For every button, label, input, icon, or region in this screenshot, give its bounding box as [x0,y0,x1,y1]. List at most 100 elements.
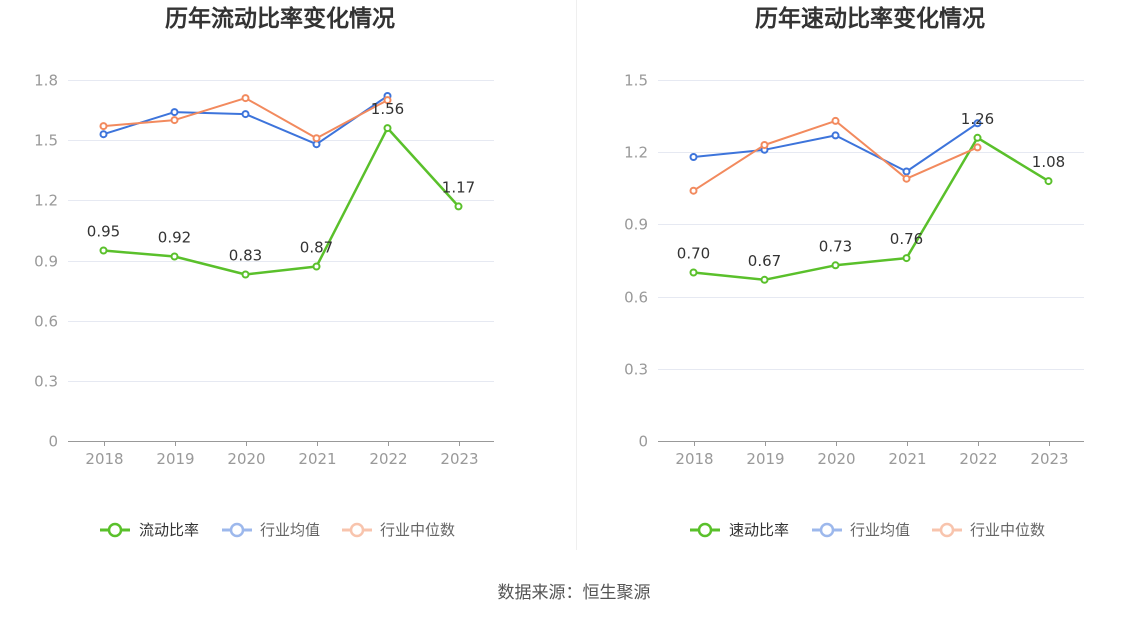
quick-ratio-data-label: 0.67 [748,252,781,270]
legend-label: 流动比率 [139,521,199,539]
industry-median-point [241,94,250,103]
y-tick-label: 0 [48,433,58,451]
industry-mean-point [902,167,911,176]
current-ratio-point [383,124,392,133]
current-ratio-point [241,270,250,279]
legend-icon [932,522,962,538]
legend-circle-icon [107,522,123,538]
y-tick-label: 0.9 [624,216,648,234]
legend-label: 行业中位数 [380,521,455,539]
industry-median-point [760,141,769,149]
quick-ratio-point [902,254,911,263]
legend-item-industry-median[interactable]: 行业中位数 [342,521,455,539]
current-ratio-data-label: 0.87 [300,239,333,257]
x-axis: 2018 2019 2020 2021 2022 2023 [658,441,1084,468]
legend-quick-ratio-chart: 速动比率 行业均值 行业中位数 [690,521,1045,539]
industry-mean-point [831,131,840,140]
industry-mean-point [170,108,179,117]
y-tick-label: 0.6 [34,313,58,331]
legend-circle-icon [939,522,955,538]
x-tick-label: 2019 [156,450,194,468]
legend-circle-icon [349,522,365,538]
x-tick-label: 2023 [440,450,478,468]
y-tick-label: 1.5 [624,72,648,90]
x-tick-label: 2020 [817,450,855,468]
current-ratio-point [454,202,463,211]
current-ratio-data-label: 0.83 [229,247,262,265]
quick-ratio-data-label: 1.26 [961,110,994,128]
industry-median-point [170,116,179,125]
legend-label: 行业均值 [260,521,320,539]
industry-mean-point [973,119,982,128]
industry-median-series [99,94,392,143]
y-axis: 0 0.3 0.6 0.9 1.2 1.5 1.8 [34,72,494,451]
legend-circle-icon [819,522,835,538]
data-source-footer: 数据来源：恒生聚源 [498,583,651,603]
legend-icon [222,522,252,538]
legend-label: 行业中位数 [970,521,1045,539]
chart-title-quick-ratio: 历年速动比率变化情况 [755,5,985,32]
industry-median-point [312,134,321,143]
x-tick-label: 2022 [959,450,997,468]
x-tick-label: 2018 [675,450,713,468]
y-tick-label: 1.2 [624,144,648,162]
industry-median-point [383,96,392,105]
quick-ratio-data-label: 0.73 [819,237,852,255]
legend-item-industry-mean[interactable]: 行业均值 [812,521,910,539]
industry-median-point [973,143,982,152]
industry-mean-point [689,153,698,161]
y-tick-label: 1.8 [34,72,58,90]
current-ratio-series [99,124,463,279]
y-tick-label: 0.3 [624,361,648,379]
industry-median-point [831,116,840,125]
quick-ratio-line [693,136,1050,282]
current-ratio-data-label: 0.95 [87,223,120,241]
legend-item-industry-median[interactable]: 行业中位数 [932,521,1045,539]
legend-label: 速动比率 [729,521,789,539]
quick-ratio-point [1044,177,1053,186]
y-tick-label: 0.3 [34,373,58,391]
industry-mean-point [99,130,108,139]
industry-mean-line [103,95,389,146]
data-labels: 0.95 0.92 0.83 0.87 1.56 1.17 [87,100,475,264]
x-tick-label: 2022 [369,450,407,468]
quick-ratio-data-label: 1.08 [1032,153,1065,171]
industry-median-point [99,122,108,131]
legend-item-current-ratio[interactable]: 流动比率 [100,521,199,539]
current-ratio-point [312,262,321,271]
legend-item-industry-mean[interactable]: 行业均值 [222,521,320,539]
legend-icon [812,522,842,538]
y-tick-label: 1.5 [34,132,58,150]
legend-circle-icon [229,522,245,538]
y-tick-label: 0.6 [624,289,648,307]
legend-label: 行业均值 [850,521,910,539]
industry-median-series [689,116,982,195]
industry-mean-series [689,119,982,176]
current-ratio-point [99,246,108,255]
industry-median-line [103,97,388,140]
x-tick-label: 2020 [227,450,265,468]
x-tick-label: 2021 [298,450,336,468]
current-ratio-line [103,126,460,276]
x-axis: 2018 2019 2020 2021 2022 2023 [68,441,494,468]
x-tick-label: 2021 [888,450,926,468]
current-ratio-point [170,252,179,261]
quick-ratio-data-label: 0.76 [890,230,923,248]
x-tick-label: 2023 [1030,450,1068,468]
legend-current-ratio-chart: 流动比率 行业均值 行业中位数 [100,521,455,539]
quick-ratio-point [973,133,982,142]
legend-item-quick-ratio[interactable]: 速动比率 [690,521,789,539]
current-ratio-data-label: 0.92 [158,229,191,247]
quick-ratio-point [689,268,698,277]
quick-ratio-plot: 0 0.3 0.6 0.9 1.2 1.5 2018 2019 2020 2021 2022 2023… [624,72,1084,468]
quick-ratio-point [760,275,769,284]
legend-icon [342,522,372,538]
quick-ratio-data-label: 0.70 [677,245,710,263]
current-ratio-data-label: 1.56 [371,100,404,118]
quick-ratio-point [831,261,840,270]
y-tick-label: 1.2 [34,192,58,210]
industry-mean-point [241,110,250,119]
data-labels: 0.70 0.67 0.73 0.76 1.26 1.08 [677,110,1065,270]
